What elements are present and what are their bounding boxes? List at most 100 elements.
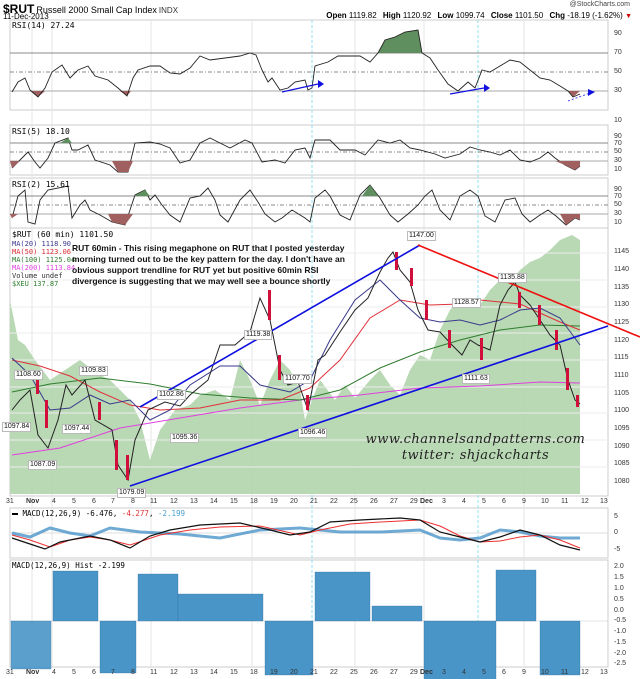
rut-price-line	[11, 251, 581, 482]
x-tick: 10	[541, 669, 549, 676]
legend-ma50: MA(50) 1123.06	[12, 248, 72, 256]
price-label: 1079.09	[117, 488, 147, 498]
rsi5-plot	[10, 137, 608, 173]
open-label: Open	[326, 11, 347, 20]
macd-label: MACD(12,26,9) -6.476, -4.277, -2.199	[12, 509, 185, 518]
x-tick: 18	[250, 498, 258, 505]
rsi14-panel	[9, 19, 609, 111]
x-tick: 25	[350, 669, 358, 676]
rsi2-tick: 70	[614, 193, 622, 200]
high-label: High	[382, 11, 401, 20]
watermark-twitter: twitter: shjackcharts	[401, 448, 550, 463]
price-label: 1097.44	[62, 424, 92, 434]
price-tick: 1120	[614, 337, 630, 344]
price-tick: 1135	[614, 284, 630, 291]
x-tick: 14	[210, 669, 218, 676]
macd-tick: -5	[614, 546, 621, 553]
rsi2-plot	[10, 184, 608, 226]
ma20-line	[11, 279, 581, 421]
megaphone-upper-line	[139, 244, 421, 408]
x-tick: 22	[330, 498, 338, 505]
down-candles	[36, 252, 579, 480]
high-value: 1120.92	[402, 11, 432, 20]
hist-label: MACD(12,26,9) Hist -2.199	[12, 561, 125, 570]
megaphone-lower-line	[129, 325, 609, 487]
hist-tick: -2.0	[614, 650, 627, 657]
brand: @StockCharts.com	[569, 1, 630, 8]
x-tick: 6	[92, 669, 96, 676]
x-tick: 5	[72, 669, 76, 676]
legend-xeu: $XEU 137.87	[12, 280, 59, 288]
x-tick: 15	[230, 498, 238, 505]
x-tick: 6	[92, 498, 96, 505]
price-label: 1108.60	[14, 370, 43, 380]
x-tick: 15	[230, 669, 238, 676]
x-tick: 11	[561, 498, 569, 505]
chg-value: -18.19 (-1.62%)	[567, 11, 623, 20]
rsi14-label: RSI(14) 27.24	[12, 21, 75, 30]
price-tick: 1095	[614, 425, 630, 432]
price-label: 1095.36	[170, 433, 200, 443]
rsi2-tick: 50	[614, 201, 622, 208]
legend-volume: Volume undef	[12, 272, 63, 280]
price-tick: 1105	[614, 390, 630, 397]
x-tick: Dec	[420, 498, 433, 505]
x-tick: Nov	[26, 498, 40, 505]
price-label: 1119.38	[244, 330, 273, 340]
hist-tick: -1.5	[614, 639, 627, 646]
x-tick: 10	[541, 498, 549, 505]
legend-ma20: MA(20) 1118.90	[12, 240, 72, 248]
close-value: 1101.50	[514, 11, 544, 20]
x-tick: 25	[350, 498, 358, 505]
x-tick: 13	[600, 498, 608, 505]
low-value: 1099.74	[455, 11, 485, 20]
x-tick: 5	[482, 498, 486, 505]
macd-legend-swatch	[12, 513, 18, 515]
chart-date: 11-Dec-2013	[3, 12, 49, 21]
x-tick: 13	[190, 498, 198, 505]
x-tick: 18	[250, 669, 258, 676]
price-tick: 1130	[614, 301, 630, 308]
watermark-url: www.channelsandpatterns.com	[365, 432, 586, 447]
rsi14-tick: 70	[614, 49, 622, 56]
x-tick: 11	[150, 669, 158, 676]
macd-tick: 5	[614, 513, 618, 520]
hist-tick: 1.5	[614, 574, 624, 581]
x-tick: 22	[330, 669, 338, 676]
price-legend-main: $RUT (60 min) 1101.50	[12, 230, 114, 239]
rsi2-tick: 10	[614, 219, 622, 226]
legend-ma200: MA(200) 1113.84	[12, 264, 76, 272]
x-tick: 19	[270, 669, 278, 676]
x-tick: 7	[111, 498, 115, 505]
close-label: Close	[490, 11, 513, 20]
rsi14-tick: 30	[614, 87, 622, 94]
rsi2-tick: 90	[614, 186, 622, 193]
x-tick: 6	[502, 498, 506, 505]
price-tick: 1090	[614, 443, 630, 450]
hist-tick: 0.5	[614, 596, 624, 603]
price-tick: 1080	[614, 478, 630, 485]
session-markers	[311, 20, 479, 667]
low-label: Low	[437, 11, 454, 20]
resistance-line	[417, 244, 640, 338]
x-tick: 7	[111, 669, 115, 676]
x-tick: 4	[52, 498, 56, 505]
x-tick: 12	[581, 669, 589, 676]
hist-tick: -2.5	[614, 660, 627, 667]
ohlc-summary: Open 1119.82 High 1120.92 Low 1099.74 Cl…	[322, 11, 632, 20]
xeu-area	[10, 235, 580, 494]
chart-header: $RUT Russell 2000 Small Cap Index INDX 11-…	[0, 0, 640, 21]
ma100-line	[11, 324, 581, 401]
price-tick: 1115	[614, 354, 629, 361]
x-tick: 27	[390, 498, 398, 505]
x-tick: 9	[522, 498, 526, 505]
price-label: 1107.70	[283, 374, 312, 384]
macd-signal-value: -4.277	[121, 509, 149, 518]
x-tick: 5	[482, 669, 486, 676]
x-tick: 5	[72, 498, 76, 505]
rsi5-tick: 10	[614, 166, 622, 173]
x-tick: 3	[442, 498, 446, 505]
x-tick: 20	[290, 498, 298, 505]
rsi2-label: RSI(2) 15.61	[12, 180, 70, 189]
